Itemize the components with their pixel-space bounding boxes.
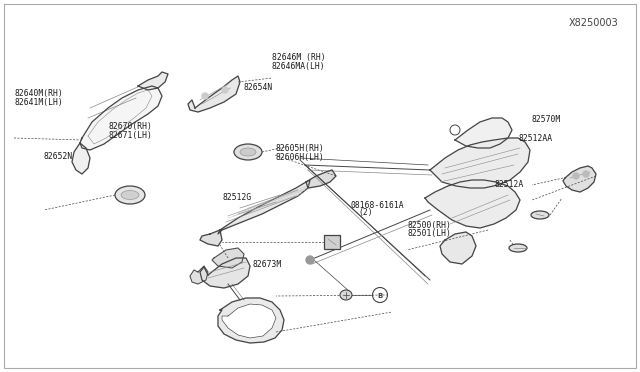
Text: 82671(LH): 82671(LH) — [109, 131, 153, 140]
Circle shape — [306, 256, 314, 264]
Text: 82670(RH): 82670(RH) — [109, 122, 153, 131]
Text: 82501(LH): 82501(LH) — [407, 229, 451, 238]
Text: 82654N: 82654N — [243, 83, 273, 92]
Polygon shape — [563, 166, 596, 192]
Text: 82606H(LH): 82606H(LH) — [275, 153, 324, 162]
Text: B: B — [378, 292, 383, 298]
Polygon shape — [72, 143, 90, 174]
Ellipse shape — [234, 144, 262, 160]
Polygon shape — [425, 180, 520, 228]
Text: 82673M: 82673M — [253, 260, 282, 269]
Polygon shape — [430, 138, 530, 188]
Text: 82641M(LH): 82641M(LH) — [14, 98, 63, 107]
Ellipse shape — [115, 186, 145, 204]
Bar — [324, 235, 340, 249]
Polygon shape — [455, 118, 512, 148]
Polygon shape — [138, 72, 168, 90]
Ellipse shape — [121, 190, 139, 199]
Polygon shape — [188, 76, 240, 112]
Circle shape — [202, 93, 208, 99]
Text: 82500(RH): 82500(RH) — [407, 221, 451, 230]
Text: 82512G: 82512G — [223, 193, 252, 202]
Text: X8250003: X8250003 — [568, 18, 618, 28]
Polygon shape — [306, 170, 336, 188]
Circle shape — [583, 171, 589, 177]
Polygon shape — [212, 248, 244, 268]
Circle shape — [222, 87, 228, 93]
Ellipse shape — [509, 244, 527, 252]
Polygon shape — [80, 86, 162, 150]
Text: 82640M(RH): 82640M(RH) — [14, 89, 63, 98]
Text: 08168-6161A: 08168-6161A — [351, 201, 404, 210]
Polygon shape — [200, 230, 222, 246]
Ellipse shape — [340, 290, 352, 300]
Polygon shape — [218, 298, 284, 343]
Text: 82646MA(LH): 82646MA(LH) — [272, 62, 326, 71]
Circle shape — [573, 173, 579, 179]
Text: 82570M: 82570M — [531, 115, 561, 124]
Polygon shape — [222, 304, 276, 338]
Text: 82652N: 82652N — [44, 152, 73, 161]
Polygon shape — [190, 266, 208, 284]
Text: 82605H(RH): 82605H(RH) — [275, 144, 324, 153]
Ellipse shape — [531, 211, 549, 219]
Polygon shape — [200, 258, 250, 288]
Text: 82512AA: 82512AA — [518, 134, 552, 143]
Text: 82646M (RH): 82646M (RH) — [272, 53, 326, 62]
Ellipse shape — [240, 148, 256, 156]
Polygon shape — [440, 232, 476, 264]
Text: (2): (2) — [358, 208, 373, 217]
Text: 82512A: 82512A — [494, 180, 524, 189]
Polygon shape — [218, 180, 310, 234]
